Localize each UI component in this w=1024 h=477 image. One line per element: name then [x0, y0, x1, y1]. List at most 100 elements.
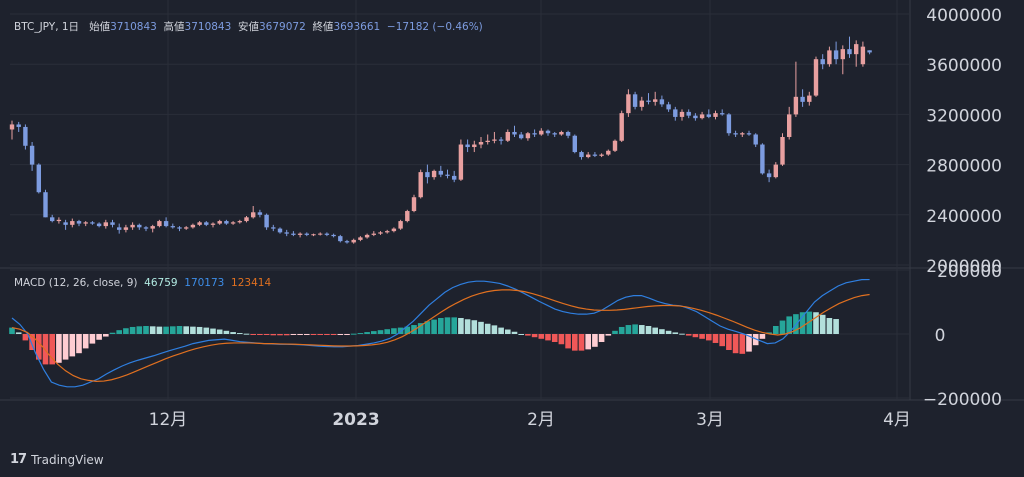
- macd-tick-label: 200000: [937, 262, 1002, 282]
- close-label: 終値: [312, 21, 334, 33]
- time-tick-label: 4月: [883, 410, 911, 430]
- candle-body: [177, 227, 182, 229]
- close-value: 3693661: [333, 21, 381, 33]
- histogram-bar: [330, 334, 337, 335]
- histogram-bar: [176, 326, 183, 334]
- candle-body: [867, 50, 872, 53]
- candle-body: [318, 233, 323, 235]
- brand-name: TradingView: [31, 452, 104, 467]
- candle-body: [411, 197, 417, 212]
- candle-body: [639, 100, 644, 107]
- candle-body: [76, 221, 82, 224]
- histogram-bar: [384, 329, 390, 334]
- candle-body: [686, 111, 691, 116]
- histogram-bar: [652, 327, 658, 334]
- candle-body: [431, 170, 437, 178]
- price-legend: BTC_JPY, 1日 始値3710843 高値3710843 安値367907…: [14, 19, 483, 34]
- candle-body: [143, 227, 149, 229]
- candle-body: [405, 211, 410, 222]
- candle-body: [277, 228, 283, 233]
- open-value: 3710843: [110, 21, 157, 33]
- candle-body: [56, 219, 62, 222]
- histogram-bar: [364, 332, 370, 334]
- histogram-bar: [183, 326, 189, 334]
- candle-body: [291, 233, 296, 235]
- candle-body: [565, 131, 571, 136]
- histogram-bar: [297, 334, 303, 335]
- histogram-bar: [350, 333, 357, 335]
- price-tick-label: 3600000: [926, 56, 1002, 76]
- candle-body: [599, 154, 604, 156]
- histogram-bar: [170, 326, 176, 334]
- candle-body: [50, 217, 55, 222]
- candle-body: [492, 139, 497, 141]
- tradingview-brand[interactable]: 17 TradingView: [10, 452, 104, 467]
- candle-body: [230, 222, 236, 224]
- candle-body: [96, 223, 102, 227]
- macd-tick-label: −200000: [923, 390, 1002, 410]
- candle-body: [612, 140, 618, 151]
- macd-legend: MACD (12, 26, close, 9) 46759 170173 123…: [14, 277, 271, 289]
- histogram-bar: [377, 330, 384, 334]
- histogram-bar: [196, 326, 203, 334]
- tradingview-logo-icon: 17: [10, 452, 27, 467]
- signal-line: [11, 289, 870, 382]
- candle-body: [572, 135, 577, 153]
- histogram-bar: [491, 325, 498, 334]
- open-label: 始値: [89, 21, 111, 33]
- price-tick-label: 3200000: [926, 106, 1002, 126]
- candle-body: [592, 154, 598, 156]
- price-tick-label: 2400000: [926, 207, 1002, 227]
- macd-lines: [11, 278, 870, 388]
- histogram-bar: [639, 325, 645, 334]
- candle-body: [659, 99, 665, 105]
- candle-body: [740, 133, 745, 135]
- histogram-bar: [806, 311, 813, 334]
- histogram-bar: [551, 334, 558, 342]
- histogram-bar: [645, 326, 652, 334]
- candle-body: [840, 49, 845, 60]
- candle-body: [371, 233, 376, 235]
- candle-body: [478, 142, 484, 145]
- candle-body: [679, 111, 685, 117]
- macd-signal-value: 123414: [231, 277, 272, 289]
- price-tick-label: 2800000: [926, 157, 1002, 177]
- histogram-bar: [243, 333, 250, 335]
- histogram-bar: [484, 323, 491, 334]
- candle-body: [452, 175, 457, 180]
- price-tick-label: 4000000: [926, 6, 1002, 26]
- candle-body: [331, 234, 336, 237]
- histogram-bar: [237, 333, 243, 335]
- histogram-bar: [752, 334, 759, 346]
- candle-body: [385, 231, 390, 233]
- candle-body: [190, 224, 196, 228]
- histogram-bar: [799, 312, 806, 334]
- candle-body: [606, 150, 611, 155]
- candle-body: [358, 237, 363, 240]
- candle-body: [351, 239, 356, 243]
- histogram-bar: [96, 334, 102, 340]
- histogram-bar: [605, 334, 612, 336]
- candle-body: [666, 104, 671, 110]
- candle-body: [632, 94, 638, 107]
- histogram-bar: [250, 334, 256, 335]
- histogram-bar: [270, 334, 277, 336]
- candle-body: [311, 234, 316, 236]
- histogram-bar: [598, 334, 605, 342]
- candle-body: [197, 222, 202, 225]
- time-tick-label: 2月: [527, 410, 555, 430]
- histogram-bar: [706, 334, 712, 341]
- candle-body: [438, 170, 443, 175]
- histogram-bar: [565, 334, 571, 349]
- histogram-bar: [438, 318, 444, 334]
- candle-body: [586, 154, 591, 158]
- histogram-bar: [344, 334, 350, 335]
- histogram-bar: [62, 334, 69, 360]
- histogram-bar: [310, 334, 317, 335]
- histogram-bar: [699, 334, 705, 339]
- candle-body: [673, 109, 678, 117]
- candle-body: [793, 96, 799, 115]
- histogram-bar: [69, 334, 76, 357]
